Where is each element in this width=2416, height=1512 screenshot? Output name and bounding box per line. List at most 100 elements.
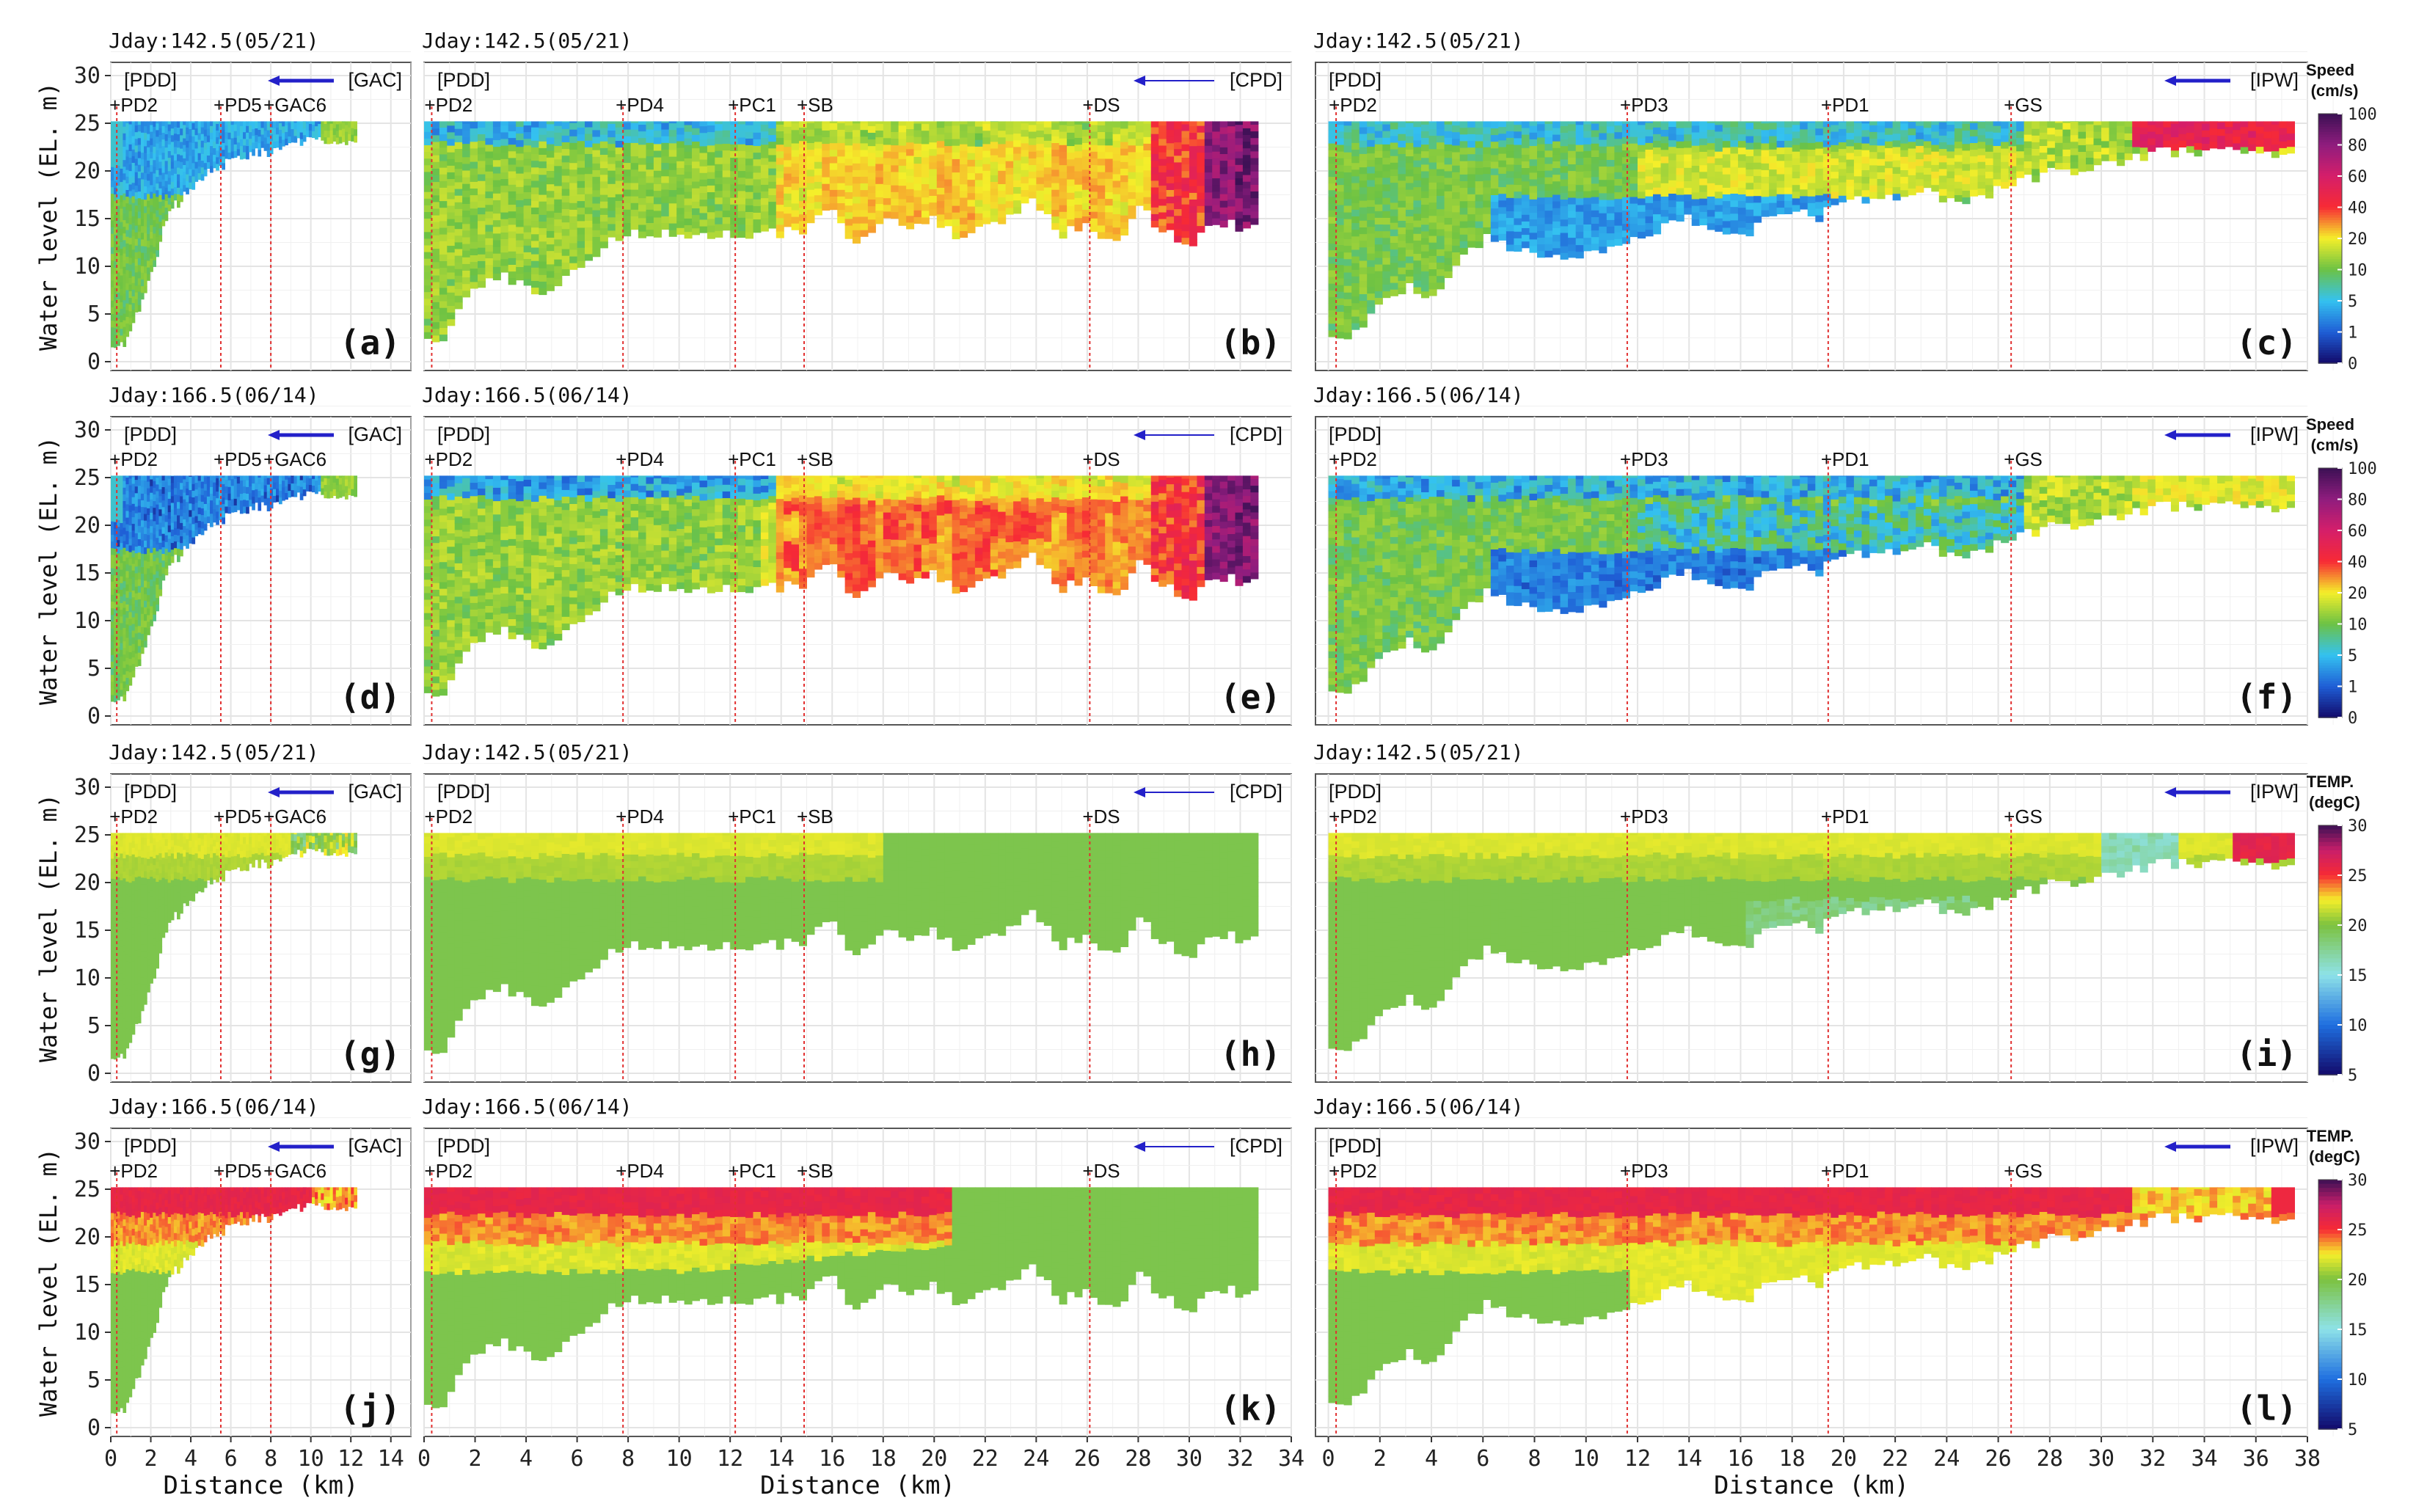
heatmap-cell <box>1359 307 1368 315</box>
heatmap-cell <box>321 134 324 141</box>
heatmap-cell <box>653 216 662 224</box>
heatmap-cell <box>638 197 646 205</box>
heatmap-cell <box>1645 156 1654 164</box>
heatmap-cell <box>577 153 585 161</box>
heatmap-cell <box>1444 150 1453 158</box>
heatmap-cell <box>1621 123 1630 131</box>
heatmap-cell <box>454 269 463 276</box>
direction-arrowhead <box>1134 76 1145 86</box>
heatmap-cell <box>1235 121 1244 125</box>
heatmap-cell <box>1514 158 1522 165</box>
heatmap-cell <box>715 224 723 231</box>
heatmap-cell <box>239 132 244 140</box>
heatmap-cell <box>1583 230 1592 238</box>
heatmap-cell <box>156 129 159 137</box>
heatmap-cell <box>1452 252 1461 260</box>
heatmap-cell <box>737 164 746 172</box>
heatmap-cell <box>539 274 547 282</box>
heatmap-cell <box>990 168 999 175</box>
heatmap-cell <box>1428 208 1437 216</box>
heatmap-cell <box>523 178 532 186</box>
heatmap-cell <box>1521 127 1530 135</box>
heatmap-cell <box>1328 156 1337 164</box>
heatmap-cell <box>1382 230 1391 238</box>
heatmap-cell <box>2124 139 2133 147</box>
heatmap-cell <box>1552 221 1561 228</box>
heatmap-cell <box>523 131 532 139</box>
heatmap-cell <box>351 121 354 128</box>
heatmap-cell <box>921 136 930 145</box>
heatmap-cell <box>630 222 639 230</box>
heatmap-cell <box>539 187 547 195</box>
heatmap-cell <box>424 258 432 266</box>
heatmap-cell <box>1097 138 1106 146</box>
heatmap-cell <box>1421 144 1430 152</box>
heatmap-cell <box>661 129 670 136</box>
heatmap-cell <box>321 126 324 134</box>
heatmap-cell <box>263 123 268 131</box>
heatmap-cell <box>478 147 486 155</box>
heatmap-cell <box>111 160 114 167</box>
heatmap-cell <box>1853 142 1862 150</box>
heatmap-cell <box>454 135 463 142</box>
heatmap-cell <box>128 277 133 285</box>
heatmap-cell <box>269 134 274 141</box>
heatmap-cell <box>844 178 853 186</box>
heatmap-cell <box>123 126 127 134</box>
heatmap-cell <box>1792 197 1800 205</box>
heatmap-cell <box>492 139 501 147</box>
heatmap-cell <box>131 121 136 123</box>
heatmap-cell <box>569 222 578 230</box>
heatmap-cell <box>134 305 139 313</box>
heatmap-cell <box>1181 211 1190 218</box>
heatmap-cell <box>1993 145 2001 153</box>
heatmap-cell <box>1120 181 1129 189</box>
heatmap-cell <box>707 121 715 125</box>
heatmap-cell <box>1629 143 1638 150</box>
heatmap-cell <box>1769 156 1778 163</box>
heatmap-cell <box>1059 231 1068 239</box>
heatmap-cell <box>913 121 922 124</box>
heatmap-cell <box>737 224 746 231</box>
heatmap-cell <box>1544 244 1553 251</box>
heatmap-cell <box>875 190 884 197</box>
heatmap-cell <box>1143 136 1152 144</box>
heatmap-cell <box>516 139 525 147</box>
heatmap-cell <box>2070 128 2079 136</box>
heatmap-cell <box>1537 130 1546 138</box>
heatmap-cell <box>1367 226 1376 234</box>
heatmap-cell <box>1328 283 1337 291</box>
heatmap-cell <box>1792 124 1800 132</box>
heatmap-cell <box>1970 136 1979 143</box>
heatmap-cell <box>1051 142 1060 150</box>
heatmap-cell <box>998 123 1007 131</box>
heatmap-cell <box>1560 145 1569 153</box>
heatmap-cell <box>131 122 136 130</box>
heatmap-cell <box>661 169 670 177</box>
heatmap-cell <box>1807 189 1816 197</box>
heatmap-cell <box>1954 161 1963 169</box>
heatmap-cell <box>1081 149 1090 157</box>
heatmap-cell <box>1005 207 1014 215</box>
heatmap-cell <box>1822 126 1831 134</box>
heatmap-cell <box>1822 160 1831 167</box>
heatmap-cell <box>1212 204 1221 212</box>
heatmap-cell <box>308 123 313 131</box>
heatmap-cell <box>454 195 463 202</box>
heatmap-cell <box>577 187 585 194</box>
heatmap-cell <box>1745 121 1754 123</box>
heatmap-cell <box>1715 204 1723 212</box>
heatmap-cell <box>646 229 654 237</box>
heatmap-cell <box>269 127 274 134</box>
heatmap-cell <box>1459 121 1468 128</box>
heatmap-cell <box>607 230 616 238</box>
heatmap-cell <box>2047 127 2056 135</box>
heatmap-cell <box>1250 131 1259 139</box>
heatmap-cell <box>147 140 150 147</box>
heatmap-cell <box>140 165 145 173</box>
heatmap-cell <box>523 252 532 259</box>
heatmap-cell <box>753 219 762 227</box>
heatmap-cell <box>1090 131 1098 139</box>
heatmap-cell <box>164 127 169 134</box>
heatmap-cell <box>1036 203 1045 211</box>
